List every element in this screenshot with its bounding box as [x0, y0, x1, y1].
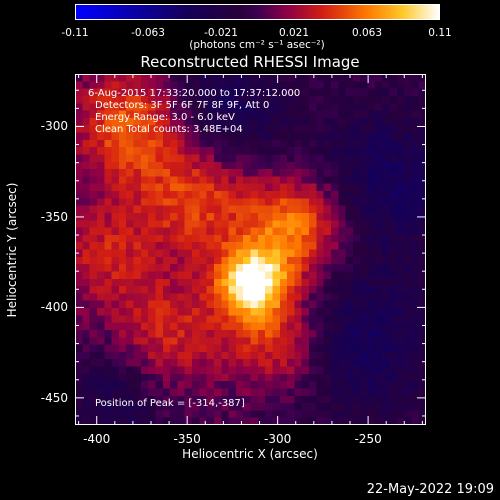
timestamp: 22-May-2022 19:09 [366, 482, 494, 497]
x-tick-label: -250 [354, 432, 382, 446]
annotation-time-range: 6-Aug-2015 17:33:20.000 to 17:37:12.000 [88, 88, 301, 99]
colorbar-units: (photons cm⁻² s⁻¹ asec⁻²) [189, 39, 325, 51]
x-tick-label: -350 [173, 432, 201, 446]
annotation-detectors: Detectors: 3F 5F 6F 7F 8F 9F, Att 0 [95, 100, 270, 111]
plot-frame [75, 74, 426, 425]
heatmap-image [75, 74, 426, 425]
annotation-energy: Energy Range: 3.0 - 6.0 keV [95, 112, 235, 123]
colorbar-tick: 0.063 [351, 27, 383, 39]
colorbar-tick: 0.021 [278, 27, 310, 39]
x-tick-label: -300 [264, 432, 292, 446]
y-axis-label: Heliocentric Y (arcsec) [5, 182, 19, 318]
x-tick-label: -400 [83, 432, 111, 446]
colorbar-tick: -0.063 [131, 27, 165, 39]
chart-title: Reconstructed RHESSI Image [140, 53, 360, 71]
colorbar-tick: -0.11 [61, 27, 89, 39]
x-axis-label: Heliocentric X (arcsec) [182, 447, 318, 461]
colorbar-tick: 0.11 [428, 27, 452, 39]
y-tick-label: -300 [40, 119, 68, 134]
plot-area [75, 74, 426, 425]
annotation-peak-position: Position of Peak = [-314,-387] [95, 398, 245, 409]
y-tick-label: -400 [40, 300, 68, 315]
y-tick-label: -450 [40, 390, 68, 405]
annotation-clean: Clean Total counts: 3.48E+04 [95, 124, 243, 135]
y-tick-label: -350 [40, 209, 68, 224]
colorbar-tick: -0.021 [204, 27, 238, 39]
colorbar [75, 4, 440, 20]
